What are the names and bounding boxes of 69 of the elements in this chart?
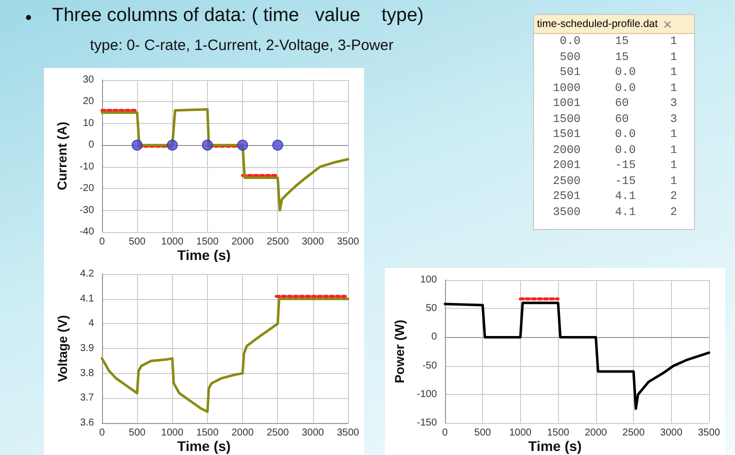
x-tick-label: 0 xyxy=(99,428,106,438)
y-tick-label: 50 xyxy=(426,303,438,314)
y-tick-label: 3.9 xyxy=(80,343,94,354)
x-tick-label: 1500 xyxy=(546,428,570,438)
text: 1001 60 3 xyxy=(552,96,678,112)
y-tick-label: -20 xyxy=(80,183,94,194)
x-tick-label: 3500 xyxy=(336,428,360,438)
y-tick-label: 20 xyxy=(82,96,94,108)
x-tick-label: 2000 xyxy=(231,236,254,248)
text: 1000 0.0 1 xyxy=(552,80,678,96)
y-tick-label: 30 xyxy=(82,74,94,86)
text: time-scheduled-profile.dat xyxy=(537,18,658,30)
y-tick-label: 3.8 xyxy=(80,368,94,379)
text: 2501 4.1 2 xyxy=(552,189,678,204)
x-axis-title: Time (s) xyxy=(177,247,231,263)
x-tick-label: 3500 xyxy=(698,428,721,438)
x-tick-label: 3000 xyxy=(302,428,324,438)
y-axis-title: Voltage (V) xyxy=(55,315,70,382)
y-tick-label: 3.7 xyxy=(80,392,94,404)
x-tick-label: 2500 xyxy=(266,236,290,248)
x-tick-label: 2500 xyxy=(622,428,646,438)
x-tick-label: 500 xyxy=(474,428,492,438)
text: type: 0- C-rate, 1-Current, 2-Voltage, 3-Power xyxy=(90,37,394,54)
y-tick-label: 4.2 xyxy=(80,268,94,280)
line-series xyxy=(444,302,710,410)
x-tick-label: 500 xyxy=(128,236,146,248)
line-series xyxy=(100,298,350,414)
text: Three columns of data: ( time value type) xyxy=(52,5,424,27)
y-tick-label: 4.1 xyxy=(80,293,94,304)
y-tick-label: 0 xyxy=(88,140,94,151)
text: 3500 4.1 2 xyxy=(552,204,678,220)
x-tick-label: 1000 xyxy=(161,428,184,438)
x-tick-label: 3500 xyxy=(336,236,360,248)
y-tick-label: 100 xyxy=(420,274,438,286)
x-tick-label: 1000 xyxy=(161,236,184,248)
text: 500 15 1 xyxy=(558,50,678,65)
x-tick-label: 2000 xyxy=(231,428,254,438)
text: 2000 0.0 1 xyxy=(552,142,678,158)
y-tick-label: -40 xyxy=(80,226,94,238)
text: 0.0 15 1 xyxy=(558,34,678,50)
x-tick-label: 500 xyxy=(128,428,146,438)
y-tick-label: -150 xyxy=(416,418,438,428)
y-axis-title: Power (W) xyxy=(392,320,407,384)
y-tick-label: 10 xyxy=(82,118,94,129)
x-axis-title: Time (s) xyxy=(177,438,231,454)
text: 2500 -15 1 xyxy=(552,174,678,189)
text: 1501 0.0 1 xyxy=(552,127,678,142)
x-tick-label: 1500 xyxy=(196,428,219,438)
x-tick-label: 1500 xyxy=(196,236,219,248)
x-tick-label: 2000 xyxy=(584,428,608,438)
y-tick-label: 4 xyxy=(88,318,94,330)
x-tick-label: 0 xyxy=(99,236,106,248)
x-axis-title: Time (s) xyxy=(528,438,582,454)
text: 1500 60 3 xyxy=(552,112,678,127)
y-tick-label: -30 xyxy=(80,204,94,216)
y-tick-label: 0 xyxy=(431,332,438,343)
x-tick-label: 3000 xyxy=(302,236,324,248)
y-tick-label: -100 xyxy=(416,388,438,400)
x-tick-label: 0 xyxy=(442,428,448,438)
x-tick-label: 1000 xyxy=(509,428,532,438)
y-tick-label: -10 xyxy=(80,161,94,172)
y-tick-label: 3.6 xyxy=(80,418,94,428)
x-tick-label: 3000 xyxy=(660,428,683,438)
text: 2001 -15 1 xyxy=(552,158,678,174)
line-series xyxy=(100,108,350,212)
x-tick-label: 2500 xyxy=(266,428,290,438)
y-axis-title: Current (A) xyxy=(54,122,70,190)
y-tick-label: -50 xyxy=(422,360,438,372)
text: 501 0.0 1 xyxy=(558,65,678,80)
